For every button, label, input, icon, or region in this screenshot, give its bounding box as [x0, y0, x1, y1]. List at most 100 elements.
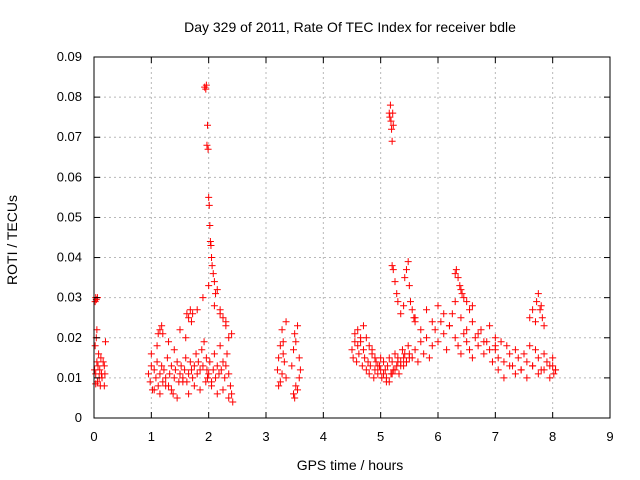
- data-point: [549, 354, 557, 362]
- x-axis-label: GPS time / hours: [297, 457, 404, 473]
- data-point: [451, 270, 459, 278]
- data-point: [185, 370, 193, 378]
- data-point: [351, 330, 359, 338]
- data-point: [506, 350, 514, 358]
- data-point: [529, 362, 537, 370]
- y-tick-labels: 0 0.01 0.02 0.03 0.04 0.05 0.06 0.07 0.08 0.09: [57, 49, 82, 425]
- data-point: [205, 370, 213, 378]
- data-point: [295, 354, 303, 362]
- data-point: [228, 390, 236, 398]
- data-point: [425, 354, 433, 362]
- data-point: [213, 362, 221, 370]
- data-point: [200, 338, 208, 346]
- data-point: [292, 382, 300, 390]
- data-point: [391, 350, 399, 358]
- data-point: [526, 314, 534, 322]
- data-point: [213, 390, 221, 398]
- data-point: [359, 322, 367, 330]
- data-point: [531, 318, 539, 326]
- data-point: [500, 374, 508, 382]
- data-point: [100, 382, 108, 390]
- y-axis-label: ROTI / TECUs: [4, 195, 20, 285]
- data-point: [92, 380, 100, 388]
- x-tick-label: 0: [90, 429, 97, 444]
- data-point: [100, 362, 108, 370]
- data-point: [171, 366, 179, 374]
- data-point: [517, 366, 525, 374]
- data-point: [514, 354, 522, 362]
- plot-frame: [93, 56, 611, 419]
- data-point: [167, 362, 175, 370]
- data-point: [358, 362, 366, 370]
- data-point: [384, 362, 392, 370]
- data-point: [152, 374, 160, 382]
- data-point: [397, 310, 405, 318]
- data-point: [217, 366, 225, 374]
- data-point: [348, 346, 356, 354]
- data-point: [463, 338, 471, 346]
- data-point: [486, 322, 494, 330]
- data-point: [357, 338, 365, 346]
- data-point: [420, 350, 428, 358]
- data-point: [428, 342, 436, 350]
- data-point: [219, 358, 227, 366]
- data-point: [452, 266, 460, 274]
- data-point: [278, 370, 286, 378]
- data-point: [166, 370, 174, 378]
- data-point: [290, 390, 298, 398]
- data-point: [394, 358, 402, 366]
- data-point: [156, 390, 164, 398]
- data-point: [385, 378, 393, 386]
- data-point: [540, 350, 548, 358]
- data-point: [395, 370, 403, 378]
- data-point: [165, 338, 173, 346]
- data-point: [523, 374, 531, 382]
- data-point: [96, 366, 104, 374]
- data-point: [216, 342, 224, 350]
- data-point: [408, 354, 416, 362]
- data-point: [163, 354, 171, 362]
- data-point: [173, 394, 181, 402]
- data-point: [362, 334, 370, 342]
- data-point: [159, 378, 167, 386]
- data-point: [506, 362, 514, 370]
- data-point: [278, 326, 286, 334]
- data-point: [279, 338, 287, 346]
- data-point: [173, 358, 181, 366]
- data-point: [468, 318, 476, 326]
- data-point: [411, 346, 419, 354]
- data-point: [291, 394, 299, 402]
- data-point: [474, 330, 482, 338]
- data-point: [405, 350, 413, 358]
- y-tick-label: 0.01: [57, 370, 82, 385]
- data-point: [275, 382, 283, 390]
- data-point: [153, 342, 161, 350]
- data-point: [389, 266, 397, 274]
- data-point: [189, 310, 197, 318]
- data-point: [540, 322, 548, 330]
- data-point: [368, 346, 376, 354]
- data-point: [411, 314, 419, 322]
- data-point: [219, 314, 227, 322]
- data-point: [288, 362, 296, 370]
- data-point: [477, 326, 485, 334]
- data-point: [511, 346, 519, 354]
- data-point: [354, 326, 362, 334]
- data-point: [393, 290, 401, 298]
- data-point: [494, 354, 502, 362]
- y-tick-label: 0.09: [57, 49, 82, 64]
- data-point: [169, 390, 177, 398]
- data-point: [349, 354, 357, 362]
- data-point: [189, 374, 197, 382]
- data-point: [170, 374, 178, 382]
- data-point: [386, 113, 394, 121]
- data-point: [388, 125, 396, 133]
- data-point: [203, 141, 211, 149]
- data-point: [402, 358, 410, 366]
- data-point: [144, 370, 152, 378]
- data-point: [290, 346, 298, 354]
- x-tick-label: 2: [205, 429, 212, 444]
- data-point: [463, 326, 471, 334]
- data-point: [400, 302, 408, 310]
